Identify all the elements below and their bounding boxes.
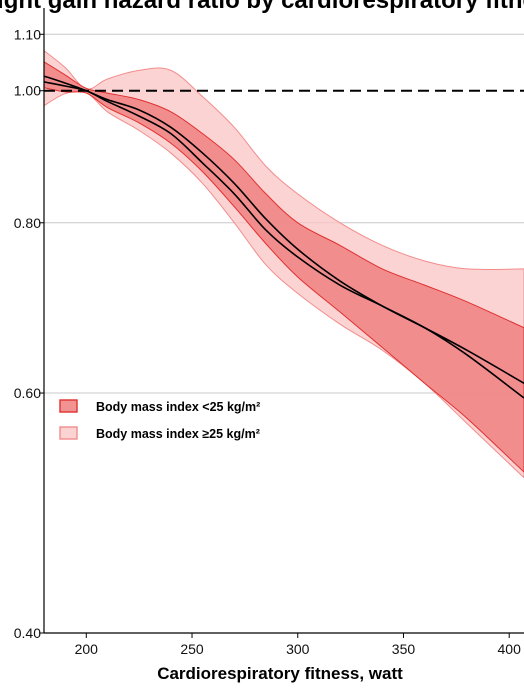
legend-swatch (59, 426, 78, 440)
legend-label: Body mass index <25 kg/m² (96, 400, 260, 414)
x-tick-label: 250 (180, 641, 204, 657)
x-tick-label: 400 (498, 641, 522, 657)
x-axis-label: Cardiorespiratory fitness, watt (157, 664, 403, 683)
estimate-lines (43, 75, 524, 399)
legend-swatch (59, 399, 78, 413)
y-tick-label: 0.40 (14, 625, 41, 641)
legend-label: Body mass index ≥25 kg/m² (96, 427, 260, 441)
estimate-line-bmi-25-plus (43, 81, 524, 399)
y-tick-label: 0.60 (14, 385, 41, 401)
chart-title: Weight gain hazard ratio by cardiorespir… (0, 0, 524, 14)
y-tick-label: 1.10 (14, 26, 41, 42)
x-tick-label: 300 (286, 641, 310, 657)
axes (43, 8, 524, 634)
tick-labels: 0.40 0.60 0.80 1.00 1.10 200 250 300 350 400 (14, 26, 521, 657)
y-tick-label: 1.00 (14, 83, 41, 99)
x-tick-label: 350 (392, 641, 416, 657)
legend: Body mass index <25 kg/m² Body mass index… (59, 399, 260, 441)
y-tick-label: 0.80 (14, 215, 41, 231)
x-tick-label: 200 (75, 641, 99, 657)
